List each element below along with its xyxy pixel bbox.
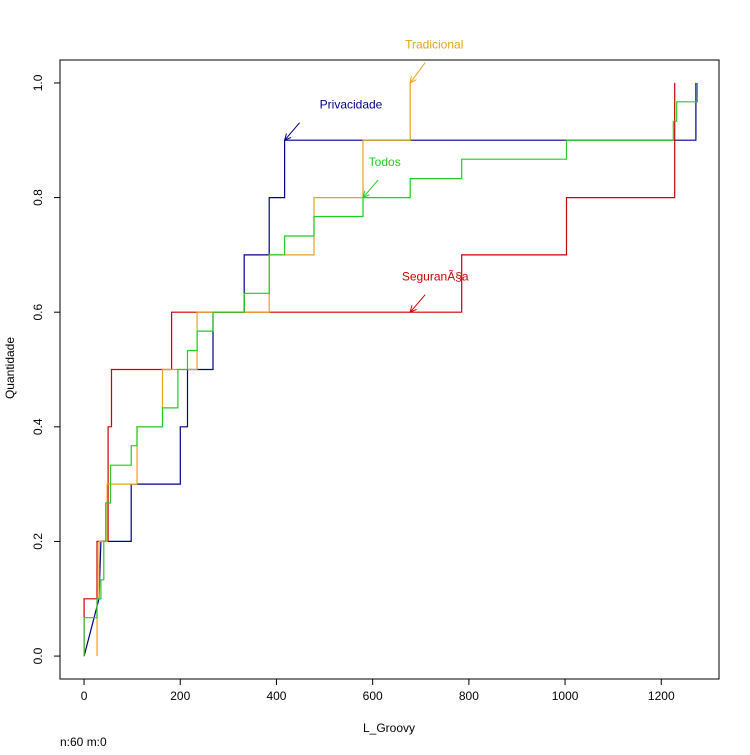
annotation-arrowhead: [362, 190, 370, 199]
annotation-label: Tradicional: [405, 38, 463, 52]
x-tick-label: 800: [459, 689, 479, 703]
annotation-layer: Privacidade SeguranÃ§a Tradicional Todos: [283, 38, 469, 314]
x-axis: 0 200 400 600 800 1000 1200: [81, 679, 675, 703]
y-tick-label: 0.4: [31, 418, 45, 435]
annotation-arrow: [284, 122, 301, 141]
y-tick-label: 0.0: [31, 647, 45, 664]
y-tick-label: 0.6: [31, 304, 45, 321]
x-tick-label: 400: [266, 689, 286, 703]
annotation-arrow: [362, 179, 379, 198]
annotation-arrow: [409, 294, 426, 313]
y-tick-label: 0.2: [31, 533, 45, 550]
annotation-arrow: [409, 62, 426, 84]
series-line-segurana: [83, 82, 676, 657]
plot-frame: [59, 59, 720, 680]
annotation-label: Todos: [369, 155, 401, 169]
y-axis: 0.0 0.2 0.4 0.6 0.8 1.0: [31, 74, 60, 664]
x-tick-label: 1200: [648, 689, 675, 703]
annotation-arrowhead: [283, 133, 292, 142]
annotation-arrowhead: [409, 75, 417, 84]
series-line-privacidade: [83, 82, 697, 657]
series-layer: [83, 82, 698, 657]
footnote: n:60 m:0: [60, 735, 107, 749]
y-tick-label: 0.8: [31, 189, 45, 206]
y-axis-label: Quantidade: [3, 337, 17, 399]
x-axis-label: L_Groovy: [363, 721, 415, 735]
x-tick-label: 200: [170, 689, 190, 703]
x-tick-label: 600: [363, 689, 383, 703]
annotation-label: SeguranÃ§a: [402, 270, 469, 284]
x-tick-label: 0: [81, 689, 88, 703]
series-line-todos: [83, 82, 698, 657]
annotation-arrowhead: [409, 305, 417, 314]
x-tick-label: 1000: [552, 689, 579, 703]
annotation-label: Privacidade: [320, 98, 383, 112]
y-tick-label: 1.0: [31, 74, 45, 91]
